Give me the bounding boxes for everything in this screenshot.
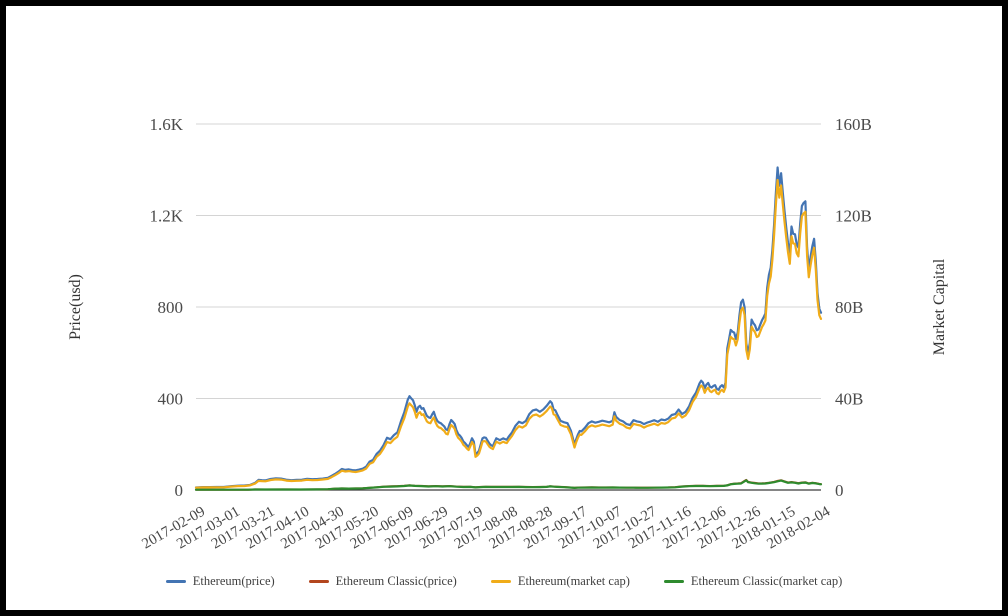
left-axis-tick-label: 400	[158, 390, 184, 409]
series-line-ethereum-price	[194, 166, 823, 489]
left-axis-tick-label: 0	[175, 481, 184, 500]
legend-item-ethereum-price[interactable]: Ethereum(price)	[165, 574, 275, 589]
right-axis-tick-label: 80B	[835, 298, 863, 317]
legend-marker-ethereum-price	[165, 580, 186, 583]
legend-label: Ethereum(market cap)	[517, 574, 630, 588]
chart-legend: Ethereum(price) Ethereum Classic(price) Et…	[6, 574, 1002, 589]
legend-marker-ethereum-classic-market-cap	[663, 580, 684, 583]
legend-label: Ethereum Classic(price)	[335, 574, 457, 588]
right-axis-tick-label: 0	[835, 481, 844, 500]
legend-label: Ethereum Classic(market cap)	[690, 574, 843, 588]
left-axis-tick-label: 1.6K	[149, 115, 183, 134]
series-line-ethereum-market-cap	[194, 178, 823, 489]
legend-label: Ethereum(price)	[192, 574, 275, 588]
right-axis-tick-label: 120B	[835, 207, 872, 226]
legend-item-ethereum-market-cap[interactable]: Ethereum(market cap)	[490, 574, 630, 589]
left-axis-tick-label: 800	[158, 298, 184, 317]
legend-item-ethereum-classic-price[interactable]: Ethereum Classic(price)	[308, 574, 457, 589]
right-axis-tick-label: 40B	[835, 390, 863, 409]
left-axis-tick-label: 1.2K	[149, 207, 183, 226]
legend-item-ethereum-classic-market-cap[interactable]: Ethereum Classic(market cap)	[663, 574, 843, 589]
right-axis-tick-label: 160B	[835, 115, 872, 134]
legend-marker-ethereum-market-cap	[490, 580, 511, 583]
series-line-ethereum-classic-market-cap	[194, 479, 823, 491]
legend-marker-ethereum-classic-price	[308, 580, 329, 583]
